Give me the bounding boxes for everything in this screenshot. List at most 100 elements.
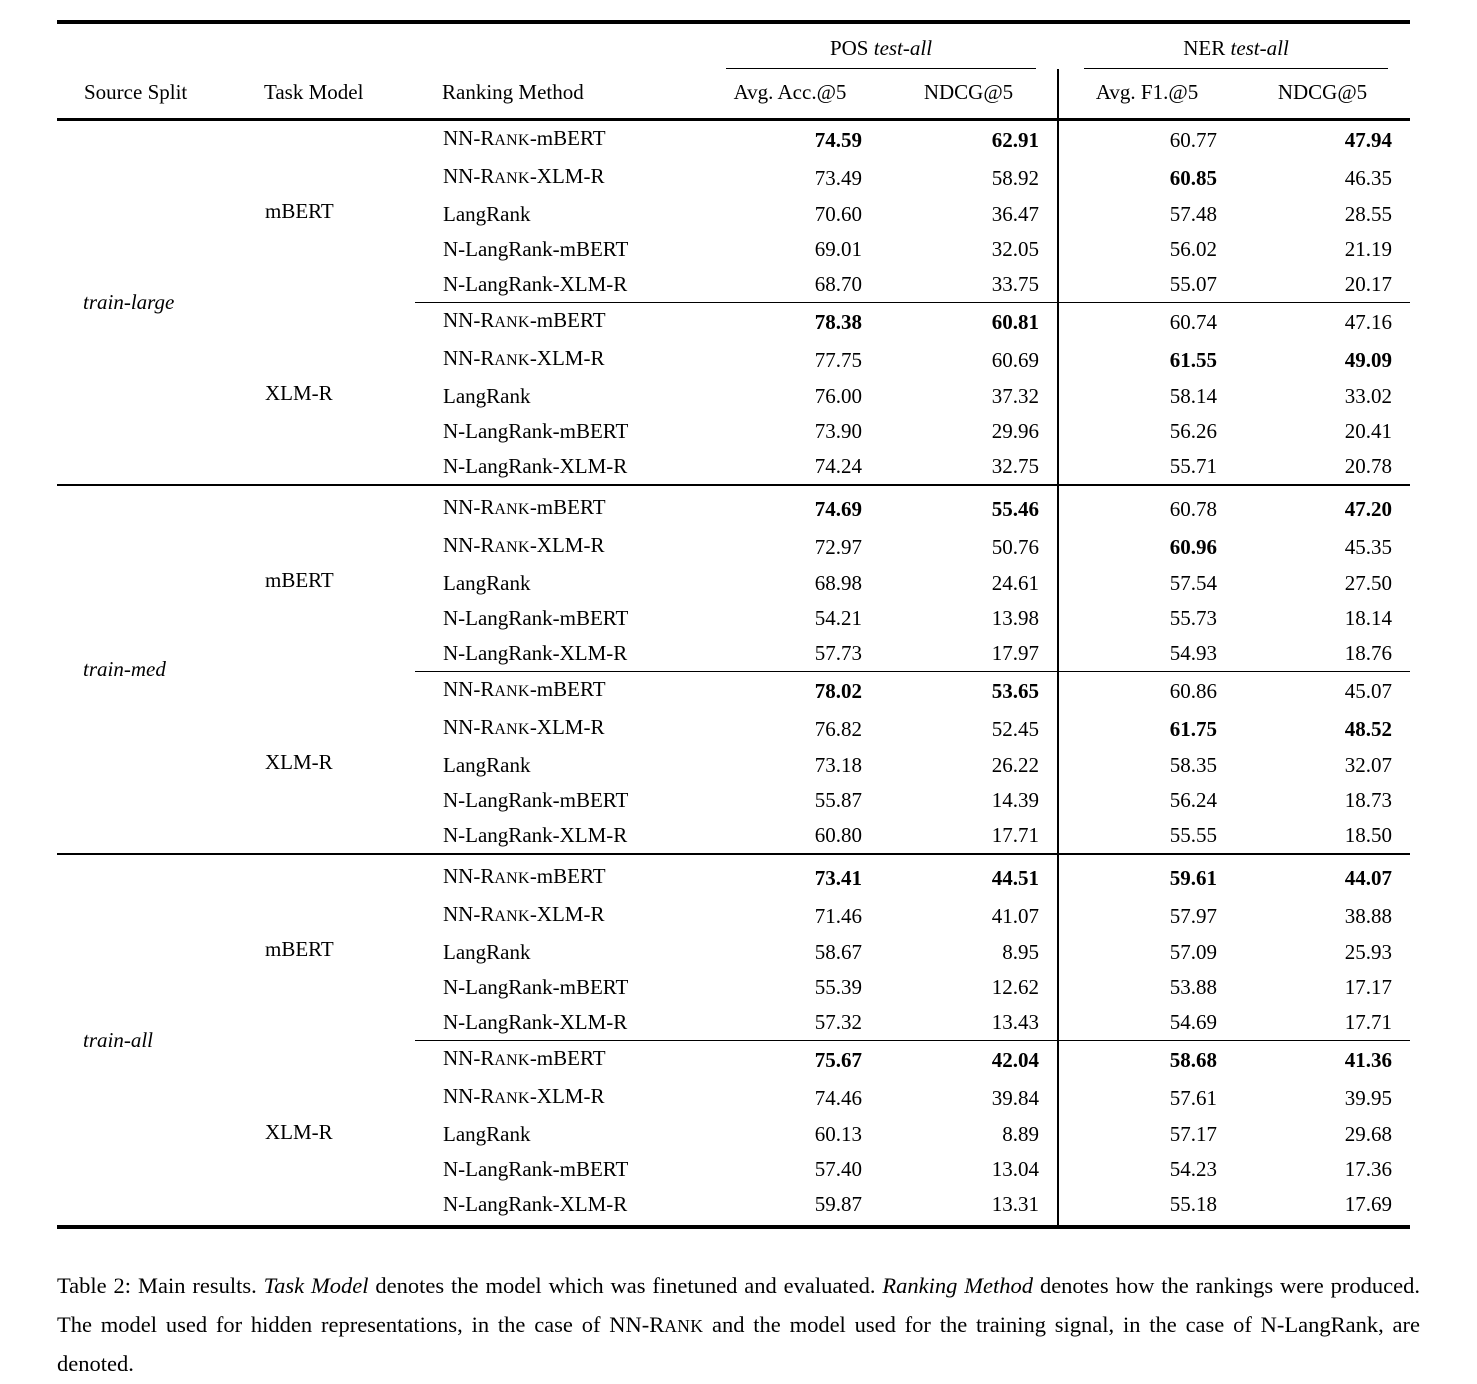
ranking-method-cell: LangRank — [415, 748, 700, 783]
ranking-method-cell: N-LangRank-XLM-R — [415, 267, 700, 303]
metric-value: 75.67 — [700, 1040, 880, 1079]
metric-value: 69.01 — [814, 237, 862, 261]
ranking-method-cell: NN-RANK-mBERT — [415, 1040, 700, 1079]
metric-value: 57.97 — [1169, 903, 1218, 928]
ranking-method-cell: LangRank — [415, 566, 700, 601]
metric-value: 61.55 — [1169, 347, 1218, 372]
table-row: NN-RANK-XLM-R 73.49 58.92 60.85 46.35 — [57, 159, 1410, 197]
col-header-ner-ndcg-at5: NDCG@5 — [1235, 69, 1411, 121]
text-segment: NN-R — [443, 1084, 495, 1108]
metric-value: 54.93 — [1169, 641, 1218, 665]
metric-value: 29.68 — [1344, 1122, 1393, 1146]
metric-value: 18.14 — [1344, 606, 1393, 630]
metric-value: 70.60 — [814, 202, 862, 226]
text-segment: -XLM-R — [529, 902, 605, 926]
source-split-cell: train-med — [83, 657, 166, 681]
metric-value: 20.17 — [1344, 272, 1393, 296]
text-segment: NN-R — [443, 1046, 495, 1070]
task-model-cell: mBERT — [265, 568, 334, 593]
group-header-label: NER test-all — [1084, 36, 1389, 69]
metric-value: 77.75 — [814, 347, 862, 372]
text-segment: -XLM-R — [529, 1084, 605, 1108]
text-segment: N-LangRank-XLM-R — [443, 454, 628, 478]
col-header-task-model: Task Model — [237, 69, 415, 121]
metric-value: 74.24 — [814, 454, 862, 478]
metric-value: 57.48 — [1169, 202, 1218, 226]
ranking-method-cell: NN-RANK-XLM-R — [415, 897, 700, 935]
metric-value: 56.02 — [1169, 237, 1218, 261]
metric-value: 37.32 — [880, 379, 1060, 414]
metric-value: 74.69 — [814, 496, 862, 521]
metric-value: 50.76 — [880, 528, 1060, 566]
text-segment: ANK — [494, 352, 530, 369]
text-segment: NN-R — [443, 677, 495, 701]
text-segment: NN-R — [443, 533, 495, 557]
table-row: train-all mBERT NN-RANK-mBERT 73.41 44.51 59.… — [57, 854, 1411, 1052]
text-segment: ANK — [494, 501, 530, 518]
metric-value: 13.98 — [880, 601, 1060, 636]
metric-value: 33.02 — [1344, 384, 1393, 408]
text-segment: NN-R — [443, 495, 495, 519]
metric-value: 55.39 — [814, 975, 862, 999]
metric-value: 17.36 — [1344, 1157, 1393, 1181]
metric-value: 57.54 — [1169, 571, 1218, 595]
text-segment: N-LangRank-mBERT — [443, 1157, 629, 1181]
metric-value: 71.46 — [814, 903, 862, 928]
text-segment: ANK — [494, 539, 530, 556]
table-row: N-LangRank-XLM-R 74.24 32.75 55.71 20.78 — [57, 449, 1410, 485]
metric-value: 60.81 — [880, 302, 1060, 341]
metric-value: 29.96 — [880, 414, 1060, 449]
metric-value: 13.04 — [880, 1152, 1060, 1187]
metric-value: 17.97 — [880, 636, 1060, 672]
text-segment: -mBERT — [529, 308, 606, 332]
metric-value: 68.98 — [814, 571, 862, 595]
metric-value: 41.36 — [1235, 1040, 1411, 1079]
ranking-method-cell: N-LangRank-mBERT — [415, 232, 700, 267]
text-segment: N-LangRank-mBERT — [443, 419, 629, 443]
text-segment: NN-R — [443, 346, 495, 370]
table-row: XLM-R NN-RANK-mBERT 78.38 60.81 60.74 47.16 — [57, 302, 1411, 405]
col-header-avg-f1-at5: Avg. F1.@5 — [1058, 69, 1236, 121]
text-segment: -mBERT — [529, 864, 606, 888]
table-row: N-LangRank-XLM-R 57.32 13.43 54.69 17.71 — [57, 1005, 1410, 1041]
table-row: XLM-R NN-RANK-mBERT 75.67 42.04 58.68 41.36 — [57, 1040, 1411, 1144]
text-segment: NN-R — [443, 902, 495, 926]
task-model-cell: XLM-R — [265, 380, 333, 405]
metric-value: 17.71 — [1344, 1010, 1393, 1034]
metric-value: 54.21 — [814, 606, 862, 630]
metric-value: 44.07 — [1344, 865, 1393, 890]
ranking-method-cell: N-LangRank-mBERT — [415, 970, 700, 1005]
metric-value: 55.87 — [814, 788, 862, 812]
text-segment: ANK — [494, 170, 530, 187]
metric-value: 74.46 — [814, 1085, 862, 1110]
text-segment: -XLM-R — [529, 715, 605, 739]
text-segment: -mBERT — [529, 495, 606, 519]
metric-value: 56.26 — [1169, 419, 1218, 443]
metric-value: 48.52 — [1344, 716, 1393, 741]
metric-value: 57.61 — [1169, 1085, 1218, 1110]
text-segment: -mBERT — [529, 1046, 606, 1070]
metric-value: 62.91 — [880, 119, 1060, 159]
table-row: N-LangRank-XLM-R 57.73 17.97 54.93 18.76 — [57, 636, 1410, 672]
table-row: LangRank 60.13 8.89 57.17 29.68 — [57, 1117, 1410, 1152]
ranking-method-cell: LangRank — [415, 197, 700, 232]
text-segment: -XLM-R — [529, 533, 605, 557]
metric-value: 74.59 — [814, 127, 862, 152]
text-segment: Table 2: Main results. — [57, 1273, 264, 1298]
ranking-method-cell: NN-RANK-XLM-R — [415, 1079, 700, 1117]
text-segment: N-LangRank-mBERT — [443, 788, 629, 812]
metric-value: 60.74 — [1058, 302, 1236, 341]
metric-value: 12.62 — [880, 970, 1060, 1005]
metric-value: 42.04 — [880, 1040, 1060, 1079]
metric-value: 55.55 — [1169, 823, 1218, 847]
metric-value: 53.88 — [1169, 975, 1218, 999]
metric-value: 60.69 — [880, 341, 1060, 379]
metric-value: 55.46 — [880, 485, 1060, 528]
metric-value: 58.68 — [1058, 1040, 1236, 1079]
metric-value: 58.35 — [1169, 753, 1218, 777]
text-segment: N-LangRank-XLM-R — [443, 823, 628, 847]
table-row: LangRank 73.18 26.22 58.35 32.07 — [57, 748, 1410, 783]
metric-value: 76.82 — [814, 716, 862, 741]
text-segment: LangRank — [443, 753, 531, 777]
metric-value: 60.77 — [1169, 127, 1218, 152]
